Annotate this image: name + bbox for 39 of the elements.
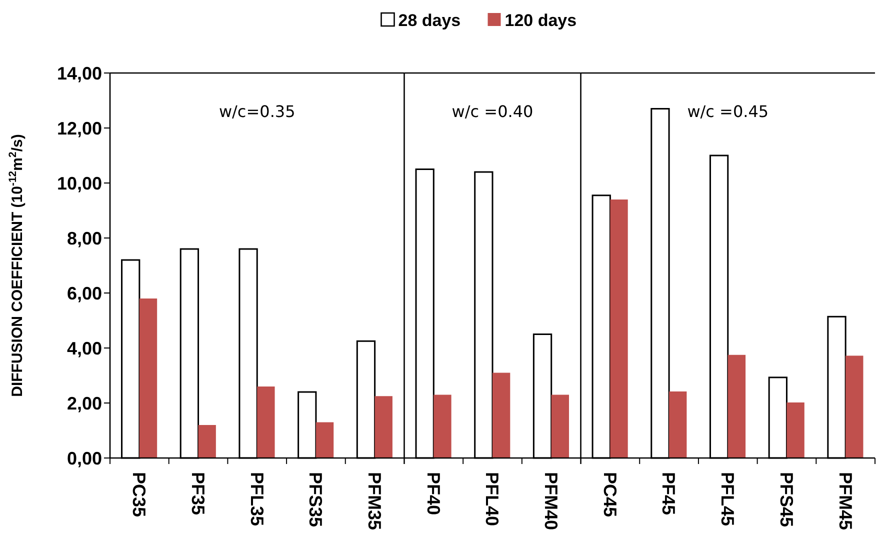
y-tick-label: 14,00 (56, 63, 102, 84)
x-tick-label: PF45 (658, 472, 679, 516)
y-tick-label: 0,00 (66, 448, 102, 468)
y-tick-label: 6,00 (66, 283, 102, 304)
x-tick-label: PC45 (600, 472, 620, 518)
x-tick-label: PFL40 (482, 472, 502, 526)
annotation: w/c=0.35 (218, 102, 296, 121)
x-tick-label: PFM40 (541, 472, 562, 530)
y-tick-label: 10,00 (56, 173, 102, 194)
bar (374, 396, 392, 458)
x-tick-label: PFM45 (835, 472, 856, 530)
x-tick-label: PFS45 (776, 472, 796, 528)
legend-label: 28 days (398, 10, 461, 30)
bar (551, 394, 569, 458)
y-tick-label: 8,00 (66, 228, 102, 248)
legend-label: 120 days (504, 10, 577, 30)
y-tick-label: 2,00 (66, 393, 102, 414)
y-tick-label: 4,00 (66, 338, 102, 358)
bar (316, 422, 334, 458)
x-tick-label: PFL45 (718, 472, 738, 526)
bar (669, 391, 687, 458)
x-tick-label: PFL35 (246, 472, 267, 526)
bar (846, 356, 864, 458)
bar (198, 425, 216, 458)
bar (728, 354, 746, 458)
bar (257, 386, 275, 458)
y-tick-label: 12,00 (56, 118, 102, 138)
bar (434, 394, 452, 458)
bar (786, 402, 804, 458)
annotation: w/c =0.40 (452, 102, 534, 121)
x-tick-label: PF35 (188, 472, 208, 516)
x-tick-label: PF40 (423, 472, 444, 516)
bar (492, 372, 510, 458)
x-tick-label: PFS35 (306, 472, 326, 528)
annotation: w/c =0.45 (687, 102, 769, 121)
x-tick-label: PFM35 (364, 472, 385, 530)
bar (139, 298, 158, 458)
bar (610, 200, 628, 458)
x-tick-label: PC35 (129, 472, 150, 518)
